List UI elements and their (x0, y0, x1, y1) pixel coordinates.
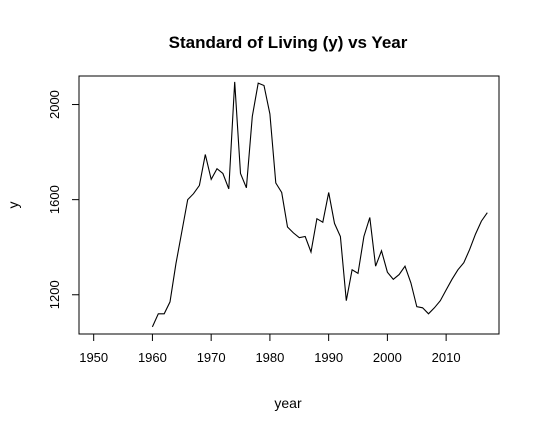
plot-frame (78, 75, 500, 335)
x-tick-label: 1960 (138, 350, 167, 365)
chart-title: Standard of Living (y) vs Year (169, 33, 408, 52)
x-tick-label: 1990 (314, 350, 343, 365)
y-tick-label: 2000 (47, 90, 62, 119)
y-tick-label: 1600 (47, 185, 62, 214)
x-tick-label: 1970 (197, 350, 226, 365)
x-tick-label: 1950 (79, 350, 108, 365)
x-axis: 1950 1960 1970 1980 1990 2000 2010 (79, 333, 461, 365)
x-axis-label: year (274, 395, 302, 411)
y-axis-label: y (5, 202, 21, 209)
series-line (151, 81, 488, 328)
x-tick-label: 1980 (255, 350, 284, 365)
y-axis: 1200 1600 2000 (47, 90, 80, 309)
x-tick-label: 2000 (373, 350, 402, 365)
x-tick-label: 2010 (432, 350, 461, 365)
y-tick-label: 1200 (47, 280, 62, 309)
